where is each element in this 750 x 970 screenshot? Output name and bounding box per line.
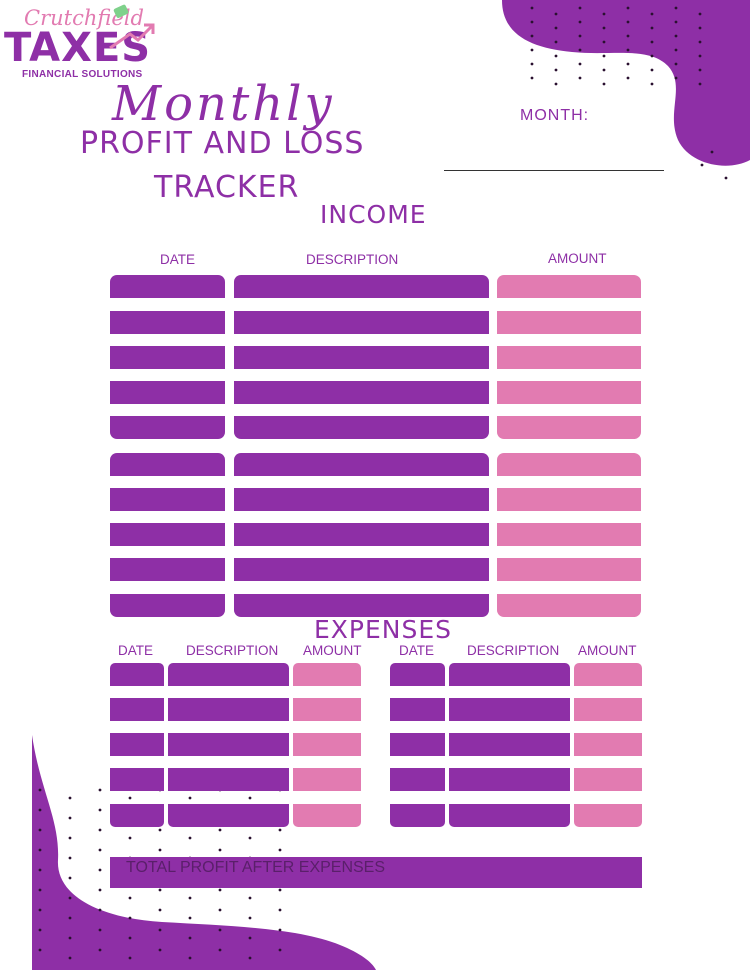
income-row-10-date[interactable] xyxy=(110,594,225,617)
income-row-6-amount[interactable] xyxy=(497,453,641,476)
total-profit-field[interactable] xyxy=(110,857,642,888)
arrow-up-icon xyxy=(109,23,155,50)
income-row-4-amount[interactable] xyxy=(497,381,641,404)
bottom-left-blob xyxy=(32,735,376,970)
expense-right-row-1-description[interactable] xyxy=(449,663,570,686)
income-col-amount: AMOUNT xyxy=(548,251,607,266)
income-row-1-description[interactable] xyxy=(234,275,489,298)
income-row-9-date[interactable] xyxy=(110,558,225,581)
expenses-left-col-description: DESCRIPTION xyxy=(186,643,279,658)
expense-left-row-2-amount[interactable] xyxy=(293,698,361,721)
expense-right-row-3-date[interactable] xyxy=(390,733,445,756)
top-right-blob xyxy=(502,0,750,166)
expense-left-row-5-description[interactable] xyxy=(168,804,289,827)
expense-right-row-4-description[interactable] xyxy=(449,768,570,791)
expense-right-row-5-description[interactable] xyxy=(449,804,570,827)
expense-left-row-4-description[interactable] xyxy=(168,768,289,791)
expense-left-row-2-date[interactable] xyxy=(110,698,164,721)
expenses-left-col-amount: AMOUNT xyxy=(303,643,362,658)
expense-left-row-3-amount[interactable] xyxy=(293,733,361,756)
expense-right-row-4-date[interactable] xyxy=(390,768,445,791)
income-col-date: DATE xyxy=(160,252,196,267)
expenses-left-col-date: DATE xyxy=(118,643,154,658)
expense-right-row-5-amount[interactable] xyxy=(574,804,642,827)
income-row-10-description[interactable] xyxy=(234,594,489,617)
income-row-10-amount[interactable] xyxy=(497,594,641,617)
expense-left-row-4-amount[interactable] xyxy=(293,768,361,791)
logo-subtitle: FINANCIAL SOLUTIONS xyxy=(22,69,143,80)
expense-right-row-3-amount[interactable] xyxy=(574,733,642,756)
total-profit-label: TOTAL PROFIT AFTER EXPENSES xyxy=(126,859,386,876)
expenses-right-col-amount: AMOUNT xyxy=(578,643,637,658)
expense-left-row-5-date[interactable] xyxy=(110,804,164,827)
income-row-7-date[interactable] xyxy=(110,488,225,511)
expense-right-row-3-description[interactable] xyxy=(449,733,570,756)
expense-right-row-4-amount[interactable] xyxy=(574,768,642,791)
expense-left-row-1-date[interactable] xyxy=(110,663,164,686)
income-row-5-amount[interactable] xyxy=(497,416,641,439)
expense-right-row-1-date[interactable] xyxy=(390,663,445,686)
expense-right-row-5-date[interactable] xyxy=(390,804,445,827)
income-row-4-date[interactable] xyxy=(110,381,225,404)
income-row-9-amount[interactable] xyxy=(497,558,641,581)
expense-left-row-5-amount[interactable] xyxy=(293,804,361,827)
income-row-6-description[interactable] xyxy=(234,453,489,476)
income-row-8-date[interactable] xyxy=(110,523,225,546)
expense-right-row-2-description[interactable] xyxy=(449,698,570,721)
income-row-2-amount[interactable] xyxy=(497,311,641,334)
income-row-3-description[interactable] xyxy=(234,346,489,369)
income-row-5-description[interactable] xyxy=(234,416,489,439)
income-col-description: DESCRIPTION xyxy=(306,252,399,267)
expenses-right-col-date: DATE xyxy=(399,643,435,658)
income-row-2-description[interactable] xyxy=(234,311,489,334)
expense-right-row-2-date[interactable] xyxy=(390,698,445,721)
income-title: INCOME xyxy=(320,200,427,229)
month-field[interactable] xyxy=(444,170,664,171)
title-script: Monthly xyxy=(112,76,335,132)
expense-left-row-1-description[interactable] xyxy=(168,663,289,686)
income-row-1-date[interactable] xyxy=(110,275,225,298)
income-row-9-description[interactable] xyxy=(234,558,489,581)
money-icon xyxy=(113,4,129,18)
income-row-1-amount[interactable] xyxy=(497,275,641,298)
expense-right-row-1-amount[interactable] xyxy=(574,663,642,686)
expenses-title: EXPENSES xyxy=(314,615,453,644)
income-row-6-date[interactable] xyxy=(110,453,225,476)
expense-left-row-3-date[interactable] xyxy=(110,733,164,756)
expense-left-row-4-date[interactable] xyxy=(110,768,164,791)
expense-left-row-3-description[interactable] xyxy=(168,733,289,756)
title-line-1: PROFIT AND LOSS xyxy=(80,126,365,161)
income-row-8-description[interactable] xyxy=(234,523,489,546)
income-row-2-date[interactable] xyxy=(110,311,225,334)
title-line-2: TRACKER xyxy=(154,170,300,205)
logo-main: TAXES xyxy=(4,25,152,71)
income-row-3-date[interactable] xyxy=(110,346,225,369)
income-row-7-amount[interactable] xyxy=(497,488,641,511)
income-row-7-description[interactable] xyxy=(234,488,489,511)
income-row-8-amount[interactable] xyxy=(497,523,641,546)
month-label: MONTH: xyxy=(520,107,590,124)
expense-left-row-1-amount[interactable] xyxy=(293,663,361,686)
expense-right-row-2-amount[interactable] xyxy=(574,698,642,721)
expense-left-row-2-description[interactable] xyxy=(168,698,289,721)
income-row-5-date[interactable] xyxy=(110,416,225,439)
expenses-right-col-description: DESCRIPTION xyxy=(467,643,560,658)
income-row-3-amount[interactable] xyxy=(497,346,641,369)
income-row-4-description[interactable] xyxy=(234,381,489,404)
